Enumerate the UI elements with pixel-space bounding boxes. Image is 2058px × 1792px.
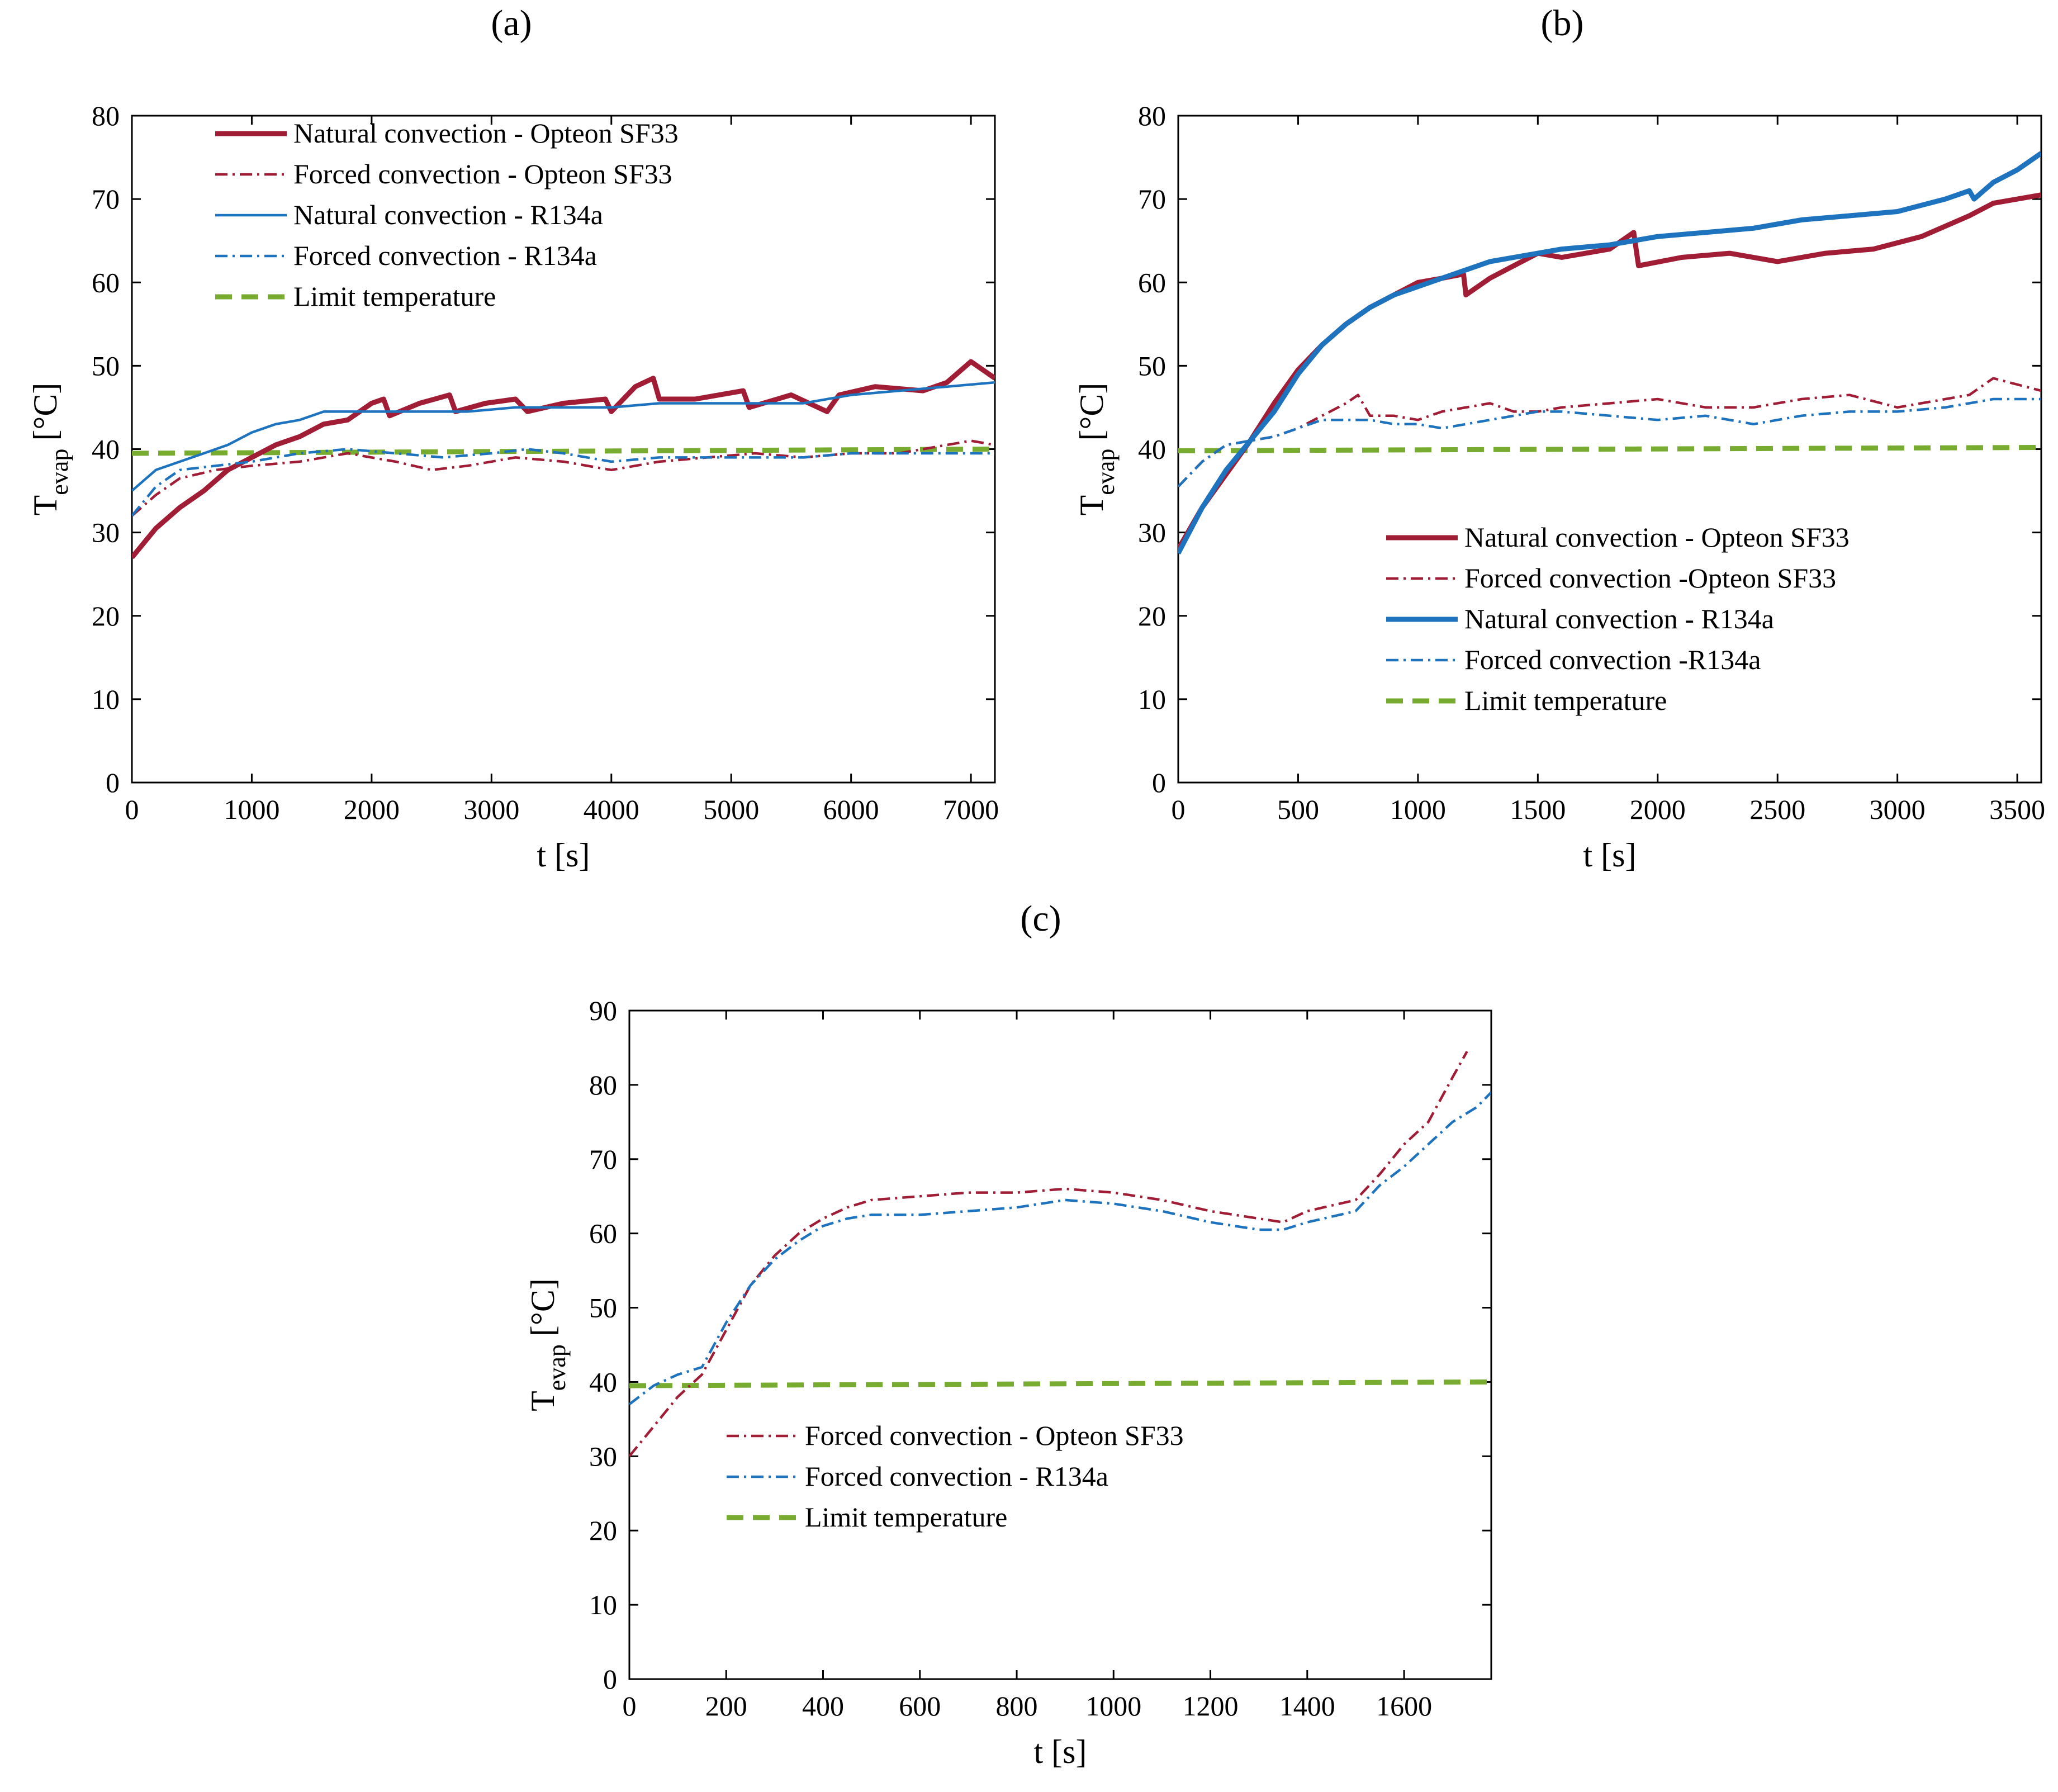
x-tick-label: 2500 (1749, 794, 1805, 825)
legend-entry: Limit temperature (805, 1501, 1007, 1533)
legend-entry: Limit temperature (293, 281, 496, 312)
chart-panel-a: 0 10 20 30 40 50 60 70 80 0 1000 2000 3000 4000 5000 60… (27, 100, 999, 874)
x-tick-label: 0 (1172, 794, 1186, 825)
y-tick-label: 30 (1138, 517, 1166, 548)
x-tick-label: 3000 (463, 794, 519, 825)
y-tick-label: 80 (589, 1069, 617, 1101)
x-tick-label: 6000 (823, 794, 879, 825)
y-tick-label: 80 (1138, 100, 1166, 131)
y-tick-label: 90 (589, 995, 617, 1026)
series-line-a-2 (132, 381, 995, 492)
legend-entry: Forced convection - R134a (805, 1461, 1108, 1492)
series-line-c-2 (629, 1379, 1491, 1388)
y-axis-label: Tevap [°C] (524, 1278, 571, 1411)
series-line-c-0 (629, 1051, 1468, 1457)
chart-panel-c: 0 10 20 30 40 50 60 70 80 90 0 200 400 600 800 1000 1200… (524, 995, 1492, 1770)
y-tick-label: 30 (92, 517, 120, 548)
y-tick-label: 40 (589, 1366, 617, 1397)
panel-label-c: (c) (1020, 898, 1061, 939)
x-tick-label: 2000 (1630, 794, 1686, 825)
x-tick-label: 5000 (703, 794, 759, 825)
x-axis-label: t [s] (1034, 1733, 1087, 1770)
x-tick-label: 3000 (1870, 794, 1926, 825)
y-axis-label-sub: evap (543, 1344, 571, 1391)
y-tick-label: 80 (92, 100, 120, 131)
series-line-c-1 (629, 1091, 1491, 1406)
y-tick-label: 50 (589, 1292, 617, 1324)
legend-entry: Forced convection - R134a (293, 240, 597, 271)
y-tick-label: 50 (92, 350, 120, 381)
x-tick-label: 200 (705, 1690, 747, 1722)
y-axis-label-sub: evap (1092, 449, 1120, 495)
chart-panel-b: 0 10 20 30 40 50 60 70 80 0 500 1000 1500 2000 2500 300… (1073, 100, 2045, 874)
series-line-b-0 (1178, 192, 2041, 551)
legend-entry: Limit temperature (1464, 685, 1667, 716)
series-line-a-4 (132, 447, 995, 456)
legend-entry: Natural convection - R134a (293, 199, 603, 230)
x-tick-label: 7000 (943, 794, 999, 825)
y-axis-label-main: T (27, 495, 64, 516)
plot-area-c (628, 1009, 1492, 1680)
x-tick-label: 1000 (1390, 794, 1446, 825)
y-tick-label: 40 (92, 434, 120, 465)
series-line-b-2 (1178, 151, 2041, 554)
y-tick-label: 70 (92, 183, 120, 215)
x-tick-label: 0 (623, 1690, 637, 1722)
x-tick-label: 1000 (1085, 1690, 1141, 1722)
x-tick-label: 0 (125, 794, 139, 825)
x-tick-label: 600 (899, 1690, 941, 1722)
y-axis-label-unit: [°C] (27, 383, 64, 441)
x-axis-label: t [s] (1583, 837, 1637, 874)
x-tick-label: 1000 (224, 794, 279, 825)
legend-entry: Forced convection - Opteon SF33 (805, 1420, 1184, 1451)
y-tick-label: 20 (589, 1515, 617, 1546)
y-axis-label-sub: evap (46, 449, 73, 495)
x-axis-label: t [s] (537, 837, 590, 874)
y-axis-label: Tevap [°C] (1073, 383, 1120, 516)
y-axis-label-unit: [°C] (1073, 383, 1110, 441)
y-tick-label: 60 (92, 267, 120, 298)
y-tick-label: 10 (589, 1589, 617, 1620)
legend-entry: Natural convection - Opteon SF33 (1464, 522, 1850, 553)
y-axis-label-main: T (1073, 495, 1110, 516)
legend-entry: Forced convection -Opteon SF33 (1464, 562, 1836, 594)
y-tick-label: 0 (603, 1663, 617, 1695)
y-tick-label: 70 (1138, 183, 1166, 215)
y-tick-label: 0 (106, 767, 120, 798)
x-tick-label: 1500 (1510, 794, 1566, 825)
panel-label-b: (b) (1541, 3, 1584, 44)
y-tick-label: 30 (589, 1440, 617, 1472)
y-axis-label-unit: [°C] (524, 1278, 561, 1336)
legend-entry: Forced convection -R134a (1464, 644, 1761, 675)
y-tick-label: 20 (92, 600, 120, 632)
x-tick-label: 1200 (1183, 1690, 1239, 1722)
legend-entry: Natural convection - R134a (1464, 603, 1774, 634)
panel-label-a: (a) (491, 3, 532, 44)
x-tick-label: 400 (802, 1690, 844, 1722)
y-tick-label: 0 (1152, 767, 1166, 798)
x-tick-label: 1400 (1279, 1690, 1335, 1722)
y-tick-label: 70 (589, 1144, 617, 1175)
legend-entry: Forced convection - Opteon SF33 (293, 158, 672, 189)
y-tick-label: 20 (1138, 600, 1166, 632)
y-axis-label: Tevap [°C] (27, 383, 73, 516)
x-tick-label: 800 (996, 1690, 1038, 1722)
x-tick-label: 500 (1277, 794, 1319, 825)
y-axis-label-main: T (524, 1391, 561, 1411)
x-tick-label: 2000 (344, 794, 400, 825)
legend-entry: Natural convection - Opteon SF33 (293, 117, 679, 149)
y-tick-label: 40 (1138, 434, 1166, 465)
x-tick-label: 3500 (1989, 794, 2045, 825)
y-tick-label: 60 (589, 1218, 617, 1249)
series-line-a-0 (132, 359, 995, 560)
series-line-b-4 (1178, 445, 2041, 453)
y-tick-label: 60 (1138, 267, 1166, 298)
x-tick-label: 4000 (584, 794, 639, 825)
y-tick-label: 10 (1138, 684, 1166, 715)
x-tick-label: 1600 (1376, 1690, 1432, 1722)
y-tick-label: 50 (1138, 350, 1166, 381)
y-tick-label: 10 (92, 684, 120, 715)
